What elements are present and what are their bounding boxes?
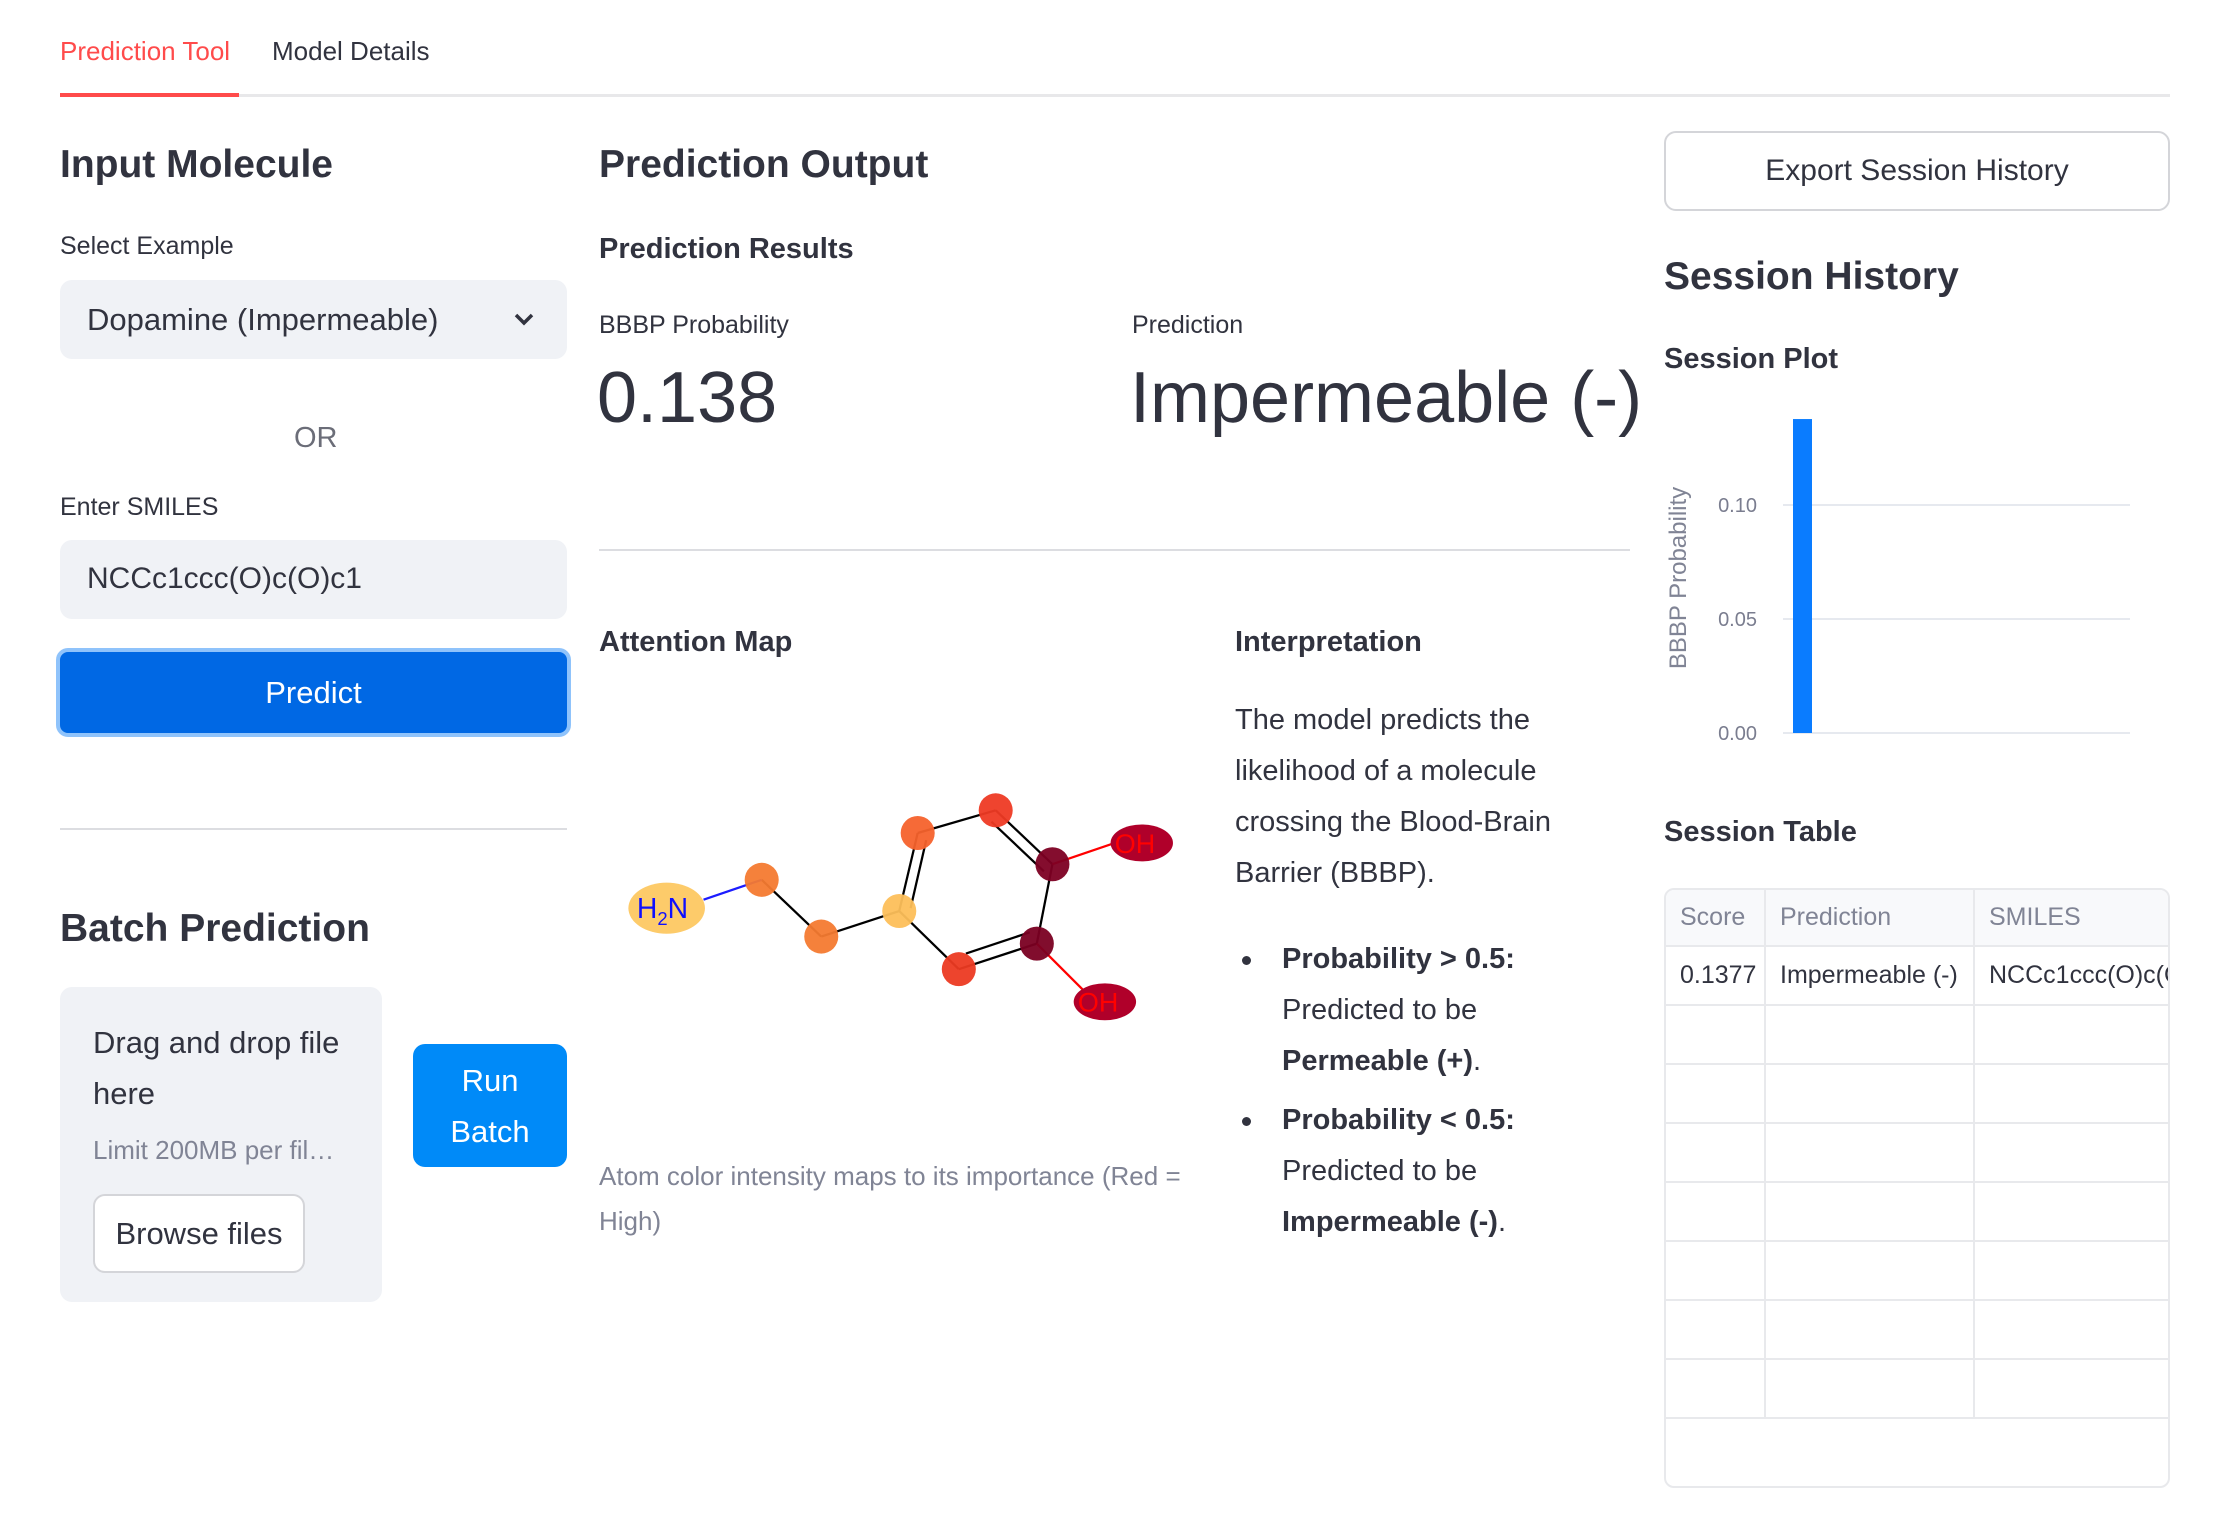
prediction-label: Prediction	[1132, 311, 1244, 339]
atom-c4	[900, 816, 935, 851]
export-session-history-button[interactable]: Export Session History	[1664, 131, 2170, 211]
atom-oh-2	[1073, 983, 1137, 1021]
prediction-output-heading: Prediction Output	[599, 143, 929, 186]
y-tick-label: 0.05	[1718, 609, 1757, 631]
interpretation-text: The model predicts the likelihood of a m…	[1235, 704, 1551, 889]
atom-c1	[744, 862, 779, 897]
hydroxyl-label-2: OH	[1078, 988, 1118, 1018]
bullet-end: .	[1497, 1206, 1507, 1238]
column-header-smiles[interactable]: SMILES	[1973, 890, 2168, 947]
session-history-heading: Session History	[1664, 255, 1959, 298]
empty-row	[1666, 1004, 2168, 1065]
atom-c5	[978, 793, 1013, 828]
session-table-heading: Session Table	[1664, 816, 1857, 848]
empty-row	[1666, 1299, 2168, 1360]
bullet-text: Predicted to be	[1282, 1155, 1478, 1187]
batch-prediction-heading: Batch Prediction	[60, 907, 370, 950]
enter-smiles-label: Enter SMILES	[60, 493, 219, 521]
dropzone-text: Drag and drop file here	[93, 1025, 340, 1111]
prediction-value: Impermeable (-)	[1130, 358, 1643, 438]
atom-amine-n	[628, 882, 705, 934]
predict-button[interactable]: Predict	[56, 648, 571, 737]
attention-map-heading: Attention Map	[599, 626, 793, 658]
table-row[interactable]: 0.1377 Impermeable (-) NCCc1ccc(O)c(O)c1	[1666, 945, 2168, 1006]
column-header-score[interactable]: Score	[1666, 890, 1766, 947]
input-molecule-heading: Input Molecule	[60, 143, 333, 186]
attention-map-molecule: H2N OH OH	[628, 793, 1173, 1021]
chevron-down-icon	[514, 313, 534, 326]
bar[interactable]	[1793, 419, 1812, 733]
empty-row	[1666, 1358, 2168, 1419]
bullet-end: .	[1473, 1045, 1482, 1077]
bullet-dot	[1242, 956, 1251, 965]
hydroxyl-label-1: OH	[1115, 829, 1155, 859]
session-plot-heading: Session Plot	[1664, 343, 1839, 375]
bbbp-probability-value: 0.138	[597, 358, 778, 438]
empty-row	[1666, 1122, 2168, 1183]
session-table[interactable]: Score Prediction SMILES 0.1377 Impermeab…	[1664, 888, 2170, 1488]
bullet-heading: Probability > 0.5:	[1282, 943, 1515, 975]
section-divider	[60, 828, 567, 830]
bbbp-probability-label: BBBP Probability	[599, 311, 789, 339]
atom-c8	[941, 952, 976, 987]
empty-row	[1666, 1181, 2168, 1242]
bullet-dot	[1242, 1117, 1251, 1126]
cell-prediction: Impermeable (-)	[1764, 945, 1975, 1006]
file-dropzone[interactable]: Drag and drop file here Limit 200MB per …	[60, 987, 382, 1302]
run-batch-button[interactable]: Run Batch	[413, 1044, 567, 1167]
y-tick-label: 0.10	[1718, 495, 1757, 517]
select-example-label: Select Example	[60, 232, 234, 260]
cell-smiles: NCCc1ccc(O)c(O)c1	[1973, 945, 2168, 1006]
tab-prediction-tool[interactable]: Prediction Tool	[60, 36, 231, 66]
session-plot-chart: BBBP Probability 0.00 0.05 0.10	[1665, 419, 2130, 745]
cell-score: 0.1377	[1666, 945, 1766, 1006]
empty-row	[1666, 1240, 2168, 1301]
smiles-input[interactable]: NCCc1ccc(O)c(O)c1	[60, 540, 567, 619]
prediction-results-heading: Prediction Results	[599, 233, 854, 265]
y-tick-label: 0.00	[1718, 723, 1757, 745]
table-header-row: Score Prediction SMILES	[1666, 890, 2168, 947]
atom-highlights	[628, 793, 1173, 1021]
tab-model-details[interactable]: Model Details	[272, 36, 430, 66]
active-tab-indicator	[60, 93, 239, 97]
atom-c2	[804, 919, 839, 954]
file-limit-text: Limit 200MB per fil…	[93, 1135, 335, 1165]
output-divider	[599, 549, 1630, 551]
empty-row	[1666, 1063, 2168, 1124]
atom-c6	[1035, 847, 1070, 882]
bullet-class: Impermeable (-)	[1282, 1206, 1498, 1238]
example-select[interactable]: Dopamine (Impermeable)	[60, 280, 567, 359]
or-separator: OR	[294, 422, 338, 454]
atom-oh-1	[1110, 824, 1173, 862]
smiles-input-value: NCCc1ccc(O)c(O)c1	[87, 562, 362, 595]
atom-c7	[1019, 926, 1054, 961]
atom-c3	[882, 894, 917, 929]
tab-bar-divider	[60, 94, 2170, 97]
bullet-text: Predicted to be	[1282, 994, 1478, 1026]
y-axis-label: BBBP Probability	[1665, 487, 1692, 669]
column-header-prediction[interactable]: Prediction	[1764, 890, 1975, 947]
bullet-heading: Probability < 0.5:	[1282, 1104, 1515, 1136]
attention-map-caption: Atom color intensity maps to its importa…	[599, 1161, 1181, 1236]
bullet-class: Permeable (+)	[1282, 1045, 1474, 1077]
interpretation-heading: Interpretation	[1235, 626, 1422, 658]
example-select-value: Dopamine (Impermeable)	[87, 302, 439, 337]
browse-files-button[interactable]: Browse files	[93, 1194, 305, 1273]
